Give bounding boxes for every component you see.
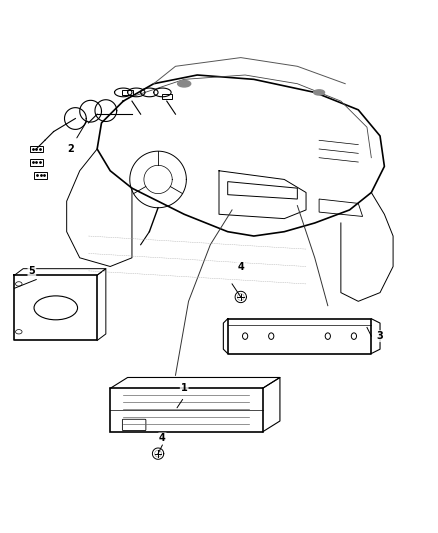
Text: 2: 2 (67, 144, 74, 154)
Text: 1: 1 (181, 383, 187, 393)
Ellipse shape (314, 90, 325, 95)
Text: 3: 3 (377, 331, 383, 341)
Text: 4: 4 (159, 433, 166, 443)
Text: 5: 5 (28, 266, 35, 276)
Ellipse shape (178, 80, 191, 87)
Text: 4: 4 (237, 262, 244, 271)
